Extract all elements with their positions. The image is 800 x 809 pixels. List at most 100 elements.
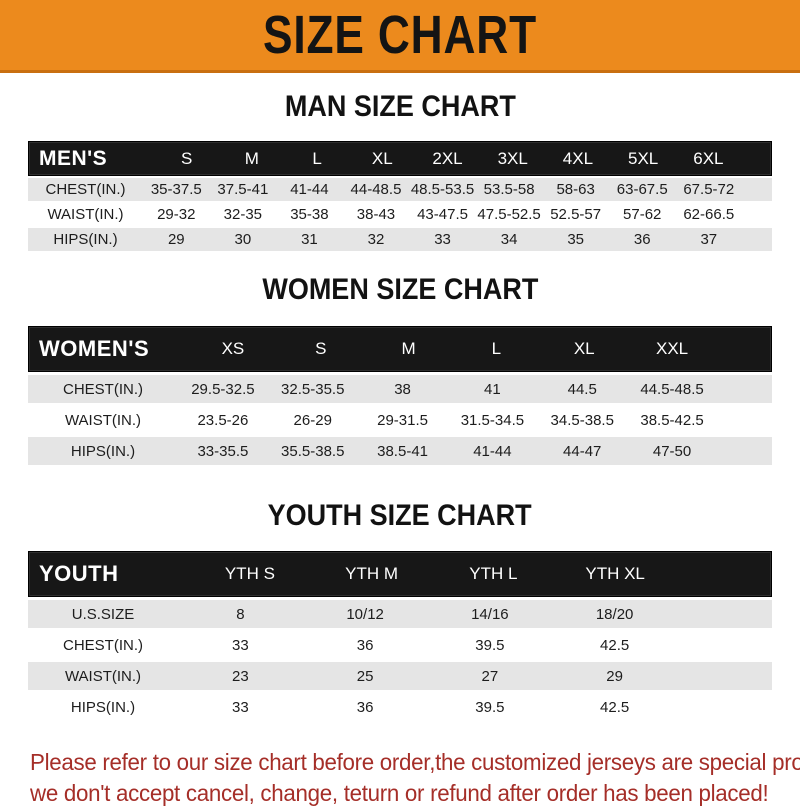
men-row-hips-in: HIPS(IN.) 29 30 31 32 33 34 35 36 37 <box>28 228 772 251</box>
women-col-m: M <box>401 339 416 358</box>
women-cell-waist-in-m: 29-31.5 <box>377 411 428 429</box>
men-cell-chest-in-m: 37.5-41 <box>217 181 269 198</box>
women-header-row: WOMEN'S XS S M L XL XXL <box>28 326 772 372</box>
women-cell-chest-in-xxl: 44.5-48.5 <box>640 380 704 398</box>
youth-cell-waist-in-yth-m: 25 <box>356 667 374 685</box>
youth-row-chest-in: CHEST(IN.) 33 36 39.5 42.5 <box>28 631 772 659</box>
men-col-3xl: 3XL <box>497 148 528 168</box>
youth-row-hips-in: HIPS(IN.) 33 36 39.5 42.5 <box>28 693 772 721</box>
youth-row-waist-in: WAIST(IN.) 23 25 27 29 <box>28 662 772 690</box>
women-cell-hips-in-l: 41-44 <box>473 442 512 460</box>
men-cell-waist-in-xl: 38-43 <box>356 206 396 223</box>
youth-cell-hips-in-yth-l: 39.5 <box>475 698 505 716</box>
women-size-table: WOMEN'S XS S M L XL XXL CHEST(IN.) 29.5-32.5 32.5… <box>28 326 772 465</box>
youth-col-yth-m: YTH M <box>345 564 399 583</box>
order-policy-note-line1: Please refer to our size chart before or… <box>30 749 800 775</box>
men-cell-hips-in-l: 31 <box>301 231 318 248</box>
youth-col-yth-s: YTH S <box>224 564 275 583</box>
youth-cell-hips-in-yth-s: 33 <box>232 698 249 716</box>
men-cell-hips-in-6xl: 37 <box>700 231 718 248</box>
women-section-heading: WOMEN SIZE CHART <box>0 251 800 326</box>
men-col-l: L <box>312 148 322 168</box>
youth-cell-u-s-size-yth-l: 14/16 <box>471 605 509 623</box>
youth-cell-waist-in-yth-l: 27 <box>481 667 499 685</box>
men-cell-chest-in-s: 35-37.5 <box>150 181 202 198</box>
men-header-label: MEN'S <box>39 146 108 170</box>
youth-cell-chest-in-yth-m: 36 <box>356 636 374 654</box>
men-row-label-hips-in: HIPS(IN.) <box>53 231 118 248</box>
youth-cell-u-s-size-yth-xl: 18/20 <box>595 605 634 623</box>
men-row-waist-in: WAIST(IN.) 29-32 32-35 35-38 38-43 43-47.5 47.… <box>28 203 772 226</box>
women-cell-hips-in-s: 35.5-38.5 <box>281 442 345 460</box>
women-row-label-waist-in: WAIST(IN.) <box>64 411 142 429</box>
women-header-label: WOMEN'S <box>39 336 150 361</box>
women-row-chest-in: CHEST(IN.) 29.5-32.5 32.5-35.5 38 41 44.5 44.5… <box>28 375 772 403</box>
women-cell-chest-in-s: 32.5-35.5 <box>281 380 345 398</box>
men-cell-hips-in-xl: 32 <box>367 231 385 248</box>
women-col-s: S <box>315 339 327 358</box>
youth-row-label-waist-in: WAIST(IN.) <box>64 667 142 685</box>
youth-cell-chest-in-yth-xl: 42.5 <box>600 636 630 654</box>
youth-cell-hips-in-yth-m: 36 <box>356 698 374 716</box>
men-cell-chest-in-l: 41-44 <box>290 181 329 198</box>
women-cell-chest-in-l: 41 <box>484 380 501 398</box>
men-cell-hips-in-4xl: 35 <box>567 231 584 248</box>
youth-col-yth-xl: YTH XL <box>585 564 645 583</box>
youth-header-row: YOUTH YTH S YTH M YTH L YTH XL <box>28 551 772 597</box>
youth-cell-waist-in-yth-xl: 29 <box>606 667 623 685</box>
men-header-row: MEN'S S M L XL 2XL 3XL 4XL 5XL 6XL <box>28 141 772 176</box>
men-cell-chest-in-xl: 44-48.5 <box>350 181 402 198</box>
men-section-heading-text: MAN SIZE CHART <box>284 90 516 123</box>
men-cell-chest-in-3xl: 53.5-58 <box>483 181 535 198</box>
youth-cell-u-s-size-yth-s: 8 <box>236 605 245 623</box>
women-cell-waist-in-l: 31.5-34.5 <box>460 411 525 429</box>
youth-row-u-s-size: U.S.SIZE 8 10/12 14/16 18/20 <box>28 600 772 628</box>
women-cell-waist-in-s: 26-29 <box>293 411 332 429</box>
youth-cell-u-s-size-yth-m: 10/12 <box>346 605 384 623</box>
women-cell-chest-in-xl: 44.5 <box>567 380 597 398</box>
men-cell-hips-in-2xl: 33 <box>434 231 451 248</box>
men-cell-chest-in-4xl: 58-63 <box>556 181 595 198</box>
women-cell-chest-in-m: 38 <box>394 380 411 398</box>
women-row-label-chest-in: CHEST(IN.) <box>63 380 143 398</box>
women-cell-hips-in-xs: 33-35.5 <box>197 442 249 460</box>
women-cell-waist-in-xs: 23.5-26 <box>197 411 249 429</box>
women-col-xs: XS <box>221 339 245 358</box>
men-cell-waist-in-s: 29-32 <box>157 206 196 223</box>
men-cell-waist-in-2xl: 43-47.5 <box>417 206 468 223</box>
men-cell-chest-in-2xl: 48.5-53.5 <box>410 181 475 198</box>
youth-row-label-hips-in: HIPS(IN.) <box>70 698 136 716</box>
men-row-label-chest-in: CHEST(IN.) <box>45 181 126 198</box>
women-cell-waist-in-xl: 34.5-38.5 <box>550 411 614 429</box>
youth-cell-waist-in-yth-s: 23 <box>232 667 249 685</box>
men-cell-waist-in-l: 35-38 <box>290 206 329 223</box>
youth-col-yth-l: YTH L <box>469 564 518 583</box>
men-cell-chest-in-6xl: 67.5-72 <box>683 181 735 198</box>
women-cell-hips-in-m: 38.5-41 <box>377 442 428 460</box>
men-cell-waist-in-5xl: 57-62 <box>623 206 662 223</box>
women-cell-waist-in-xxl: 38.5-42.5 <box>640 411 704 429</box>
banner-title: SIZE CHART <box>263 5 537 65</box>
size-chart-banner: SIZE CHART <box>0 0 800 73</box>
women-cell-hips-in-xl: 44-47 <box>563 442 602 460</box>
men-section-heading: MAN SIZE CHART <box>0 73 800 141</box>
women-row-label-hips-in: HIPS(IN.) <box>70 442 136 460</box>
men-cell-waist-in-3xl: 47.5-52.5 <box>477 206 541 223</box>
men-col-xl: XL <box>371 148 393 168</box>
men-cell-waist-in-m: 32-35 <box>223 206 263 223</box>
men-cell-waist-in-4xl: 52.5-57 <box>550 206 602 223</box>
men-cell-hips-in-5xl: 36 <box>633 231 651 248</box>
youth-row-label-chest-in: CHEST(IN.) <box>63 636 143 654</box>
women-row-hips-in: HIPS(IN.) 33-35.5 35.5-38.5 38.5-41 41-44 44-… <box>28 437 772 465</box>
youth-cell-chest-in-yth-l: 39.5 <box>475 636 505 654</box>
men-col-5xl: 5XL <box>628 148 659 168</box>
youth-cell-hips-in-yth-xl: 42.5 <box>600 698 630 716</box>
men-row-label-waist-in: WAIST(IN.) <box>47 206 124 223</box>
men-row-chest-in: CHEST(IN.) 35-37.5 37.5-41 41-44 44-48.5 48.5… <box>28 178 772 201</box>
men-col-m: M <box>244 148 259 168</box>
women-col-xxl: XXL <box>655 339 689 358</box>
men-cell-chest-in-5xl: 63-67.5 <box>616 181 668 198</box>
men-cell-hips-in-3xl: 34 <box>500 231 518 248</box>
women-row-waist-in: WAIST(IN.) 23.5-26 26-29 29-31.5 31.5-34.5 34… <box>28 406 772 434</box>
order-policy-note-line2: we don't accept cancel, change, teturn o… <box>30 780 769 806</box>
